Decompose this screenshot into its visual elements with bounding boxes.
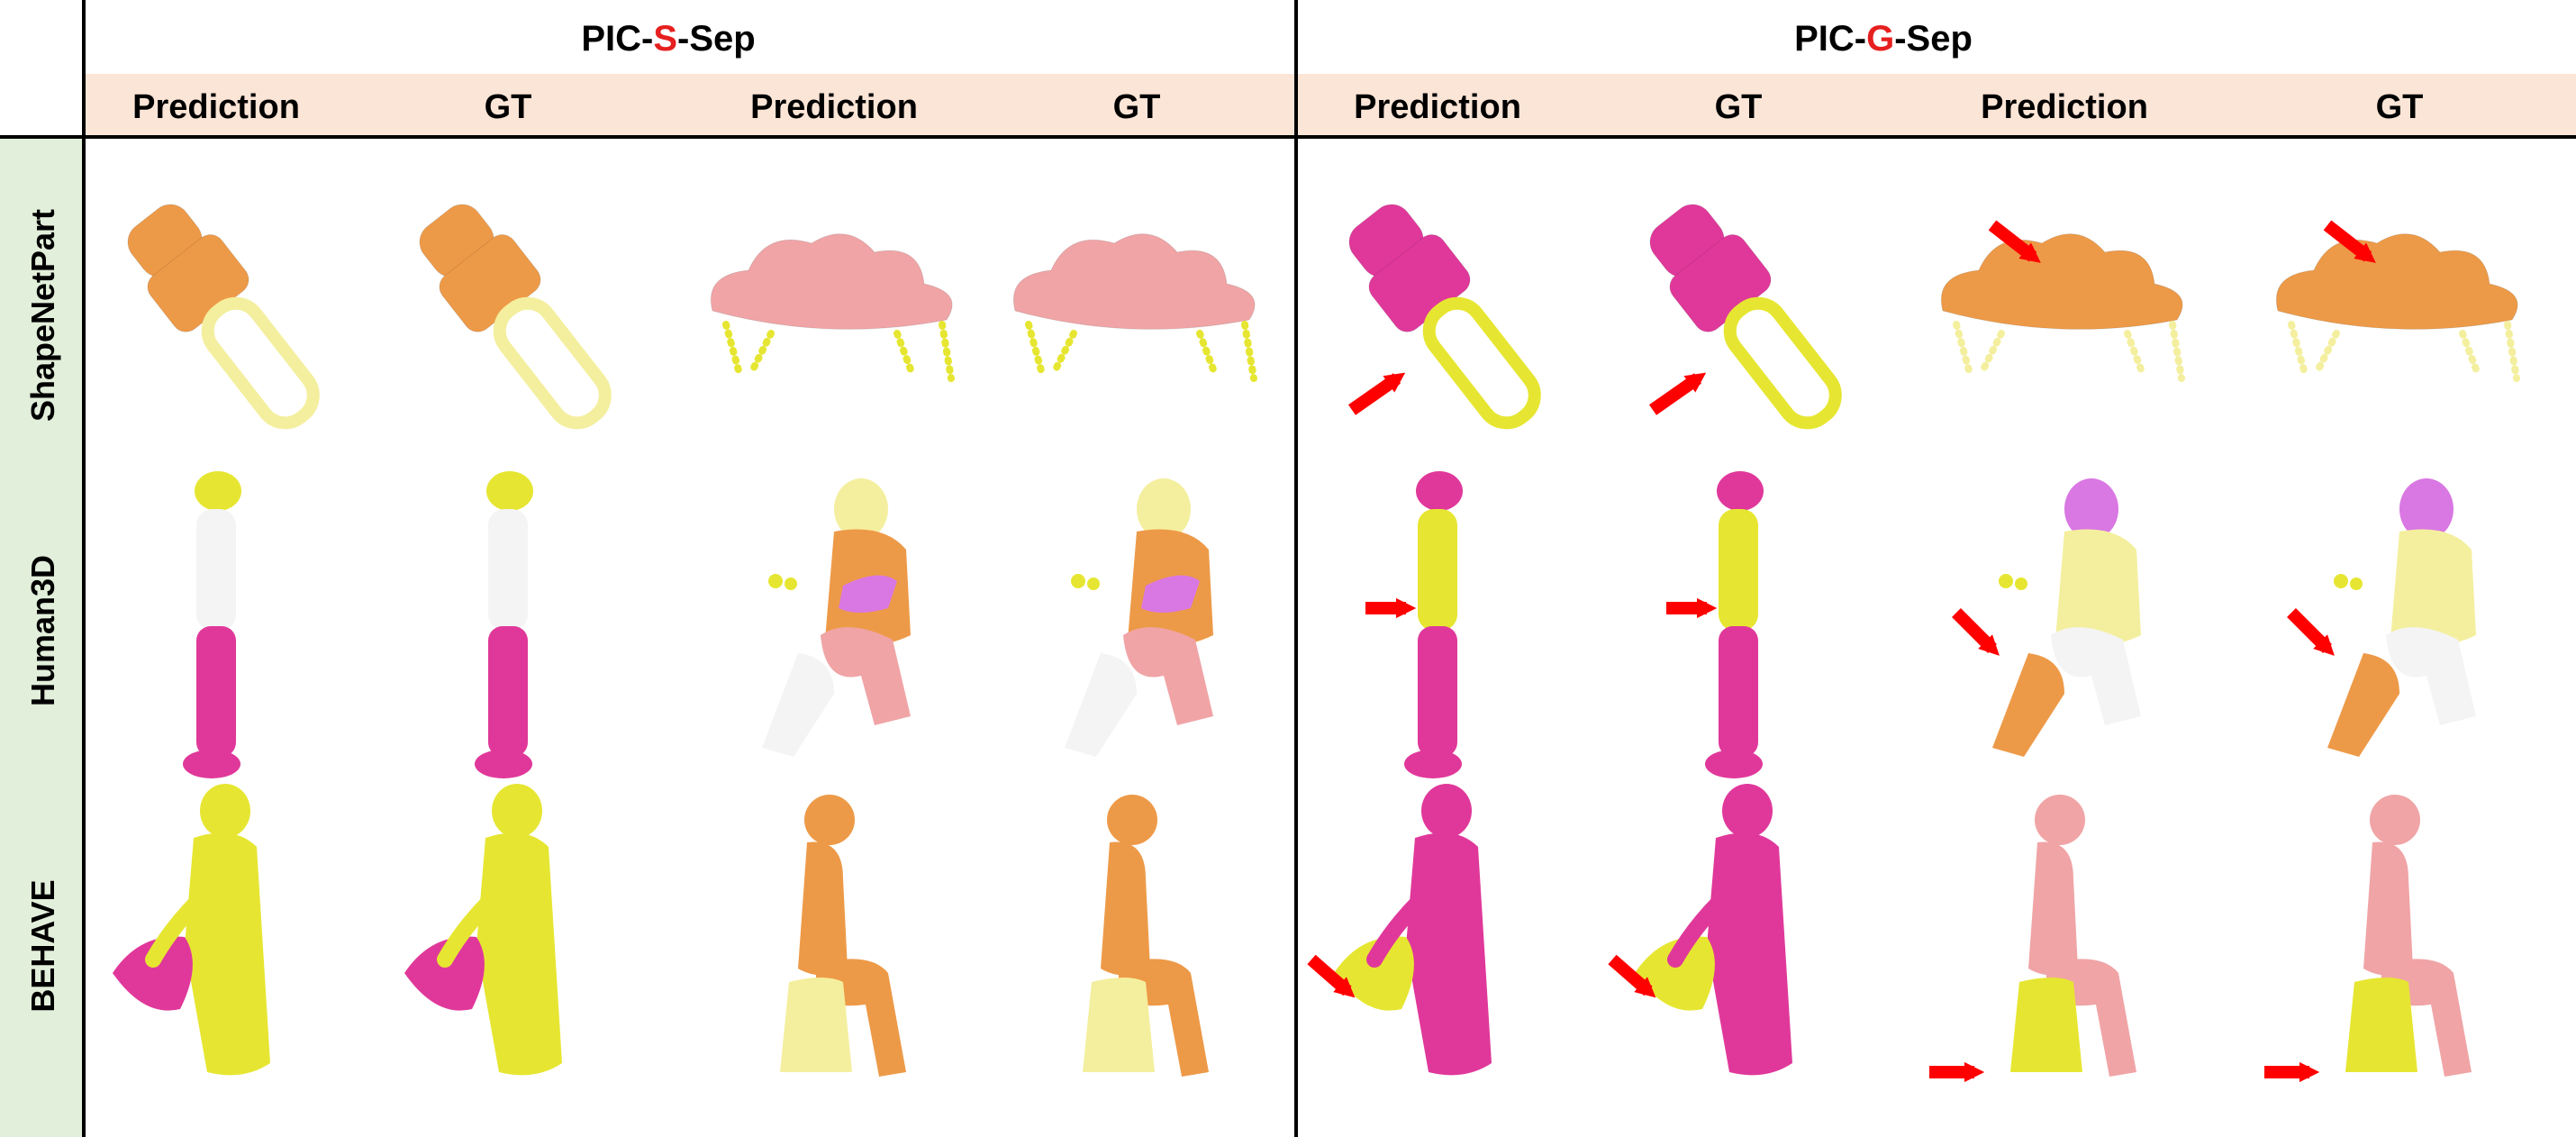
column-header: GT [485,88,532,126]
point-cloud-table [710,233,955,382]
point-cloud-sit [762,478,911,757]
point-cloud-stand [1365,471,1463,778]
point-cloud-sitlow [1929,795,2136,1083]
point-cloud-table [1012,233,1257,382]
column-header: Prediction [132,88,300,126]
row-header-shapenetpart: ShapeNetPart [24,209,61,422]
column-header: Prediction [750,88,918,126]
point-cloud-carry [404,784,562,1076]
red-arrow-icon [1648,372,1707,415]
point-cloud-usb [1648,204,1842,430]
red-arrow-icon [1988,220,2041,263]
header-band [85,74,2576,135]
group-title-s-sep: PIC-S-Sep [581,19,755,59]
group-title-g-sep: PIC-G-Sep [1794,19,1973,59]
point-cloud-stand [183,471,241,778]
point-cloud-sit [1952,478,2141,757]
point-cloud-sit [1065,478,1213,757]
row-header-human3d: Human3D [24,555,61,706]
point-cloud-usb [127,204,320,430]
point-cloud-table [2275,220,2520,382]
red-arrow-icon [2323,220,2376,263]
point-cloud-carry [1307,784,1492,1076]
column-header: GT [2376,88,2424,126]
point-cloud-sitlow [780,795,906,1077]
red-arrow-icon [2287,608,2335,656]
red-arrow-icon [1608,954,1656,998]
point-cloud-table [1940,220,2185,382]
row-band [0,139,83,1137]
red-arrow-icon [1307,954,1356,998]
point-cloud-stand [475,471,533,778]
point-cloud-carry [113,784,270,1076]
row-header-behave: BEHAVE [24,879,61,1012]
point-cloud-stand [1666,471,1764,778]
red-arrow-icon [1952,608,2000,656]
point-cloud-sit [2287,478,2476,757]
point-cloud-sitlow [1083,795,1209,1077]
column-header: Prediction [1981,88,2148,126]
column-header: GT [1113,88,1161,126]
point-cloud-usb [1347,204,1541,430]
column-header: GT [1715,88,1763,126]
point-cloud-sitlow [2264,795,2472,1083]
red-arrow-icon [1347,372,1406,415]
point-cloud-carry [1608,784,1792,1076]
point-cloud-usb [419,204,612,430]
column-header: Prediction [1354,88,1521,126]
